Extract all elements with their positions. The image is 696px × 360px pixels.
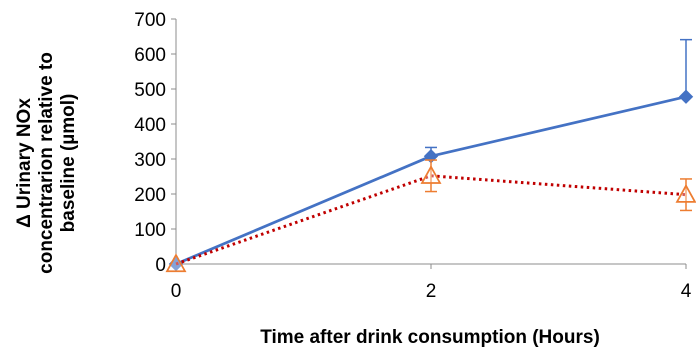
y-tick-label: 0 — [155, 255, 166, 276]
series-1-point — [678, 89, 694, 104]
y-axis-title-line-2: concentrarion relative to — [36, 52, 57, 274]
x-tick-label: 0 — [171, 281, 182, 302]
y-axis-title-line-3: baseline (µmol) — [58, 94, 79, 233]
y-tick-label: 500 — [134, 80, 166, 101]
axes: 0 100 200 300 400 500 600 700 0 2 4 — [134, 10, 691, 302]
y-tick-label: 300 — [134, 150, 166, 171]
series-2-line — [175, 174, 687, 266]
x-tick-label: 4 — [681, 281, 692, 302]
y-axis-title: Δ Urinary NOx concentrarion relative to … — [14, 52, 79, 274]
series-2-point — [420, 164, 442, 184]
x-tick-label: 2 — [426, 281, 437, 302]
y-tick-label: 100 — [134, 220, 166, 241]
y-tick-label: 700 — [134, 10, 166, 31]
series-layer — [165, 38, 696, 273]
series-2-point — [675, 183, 696, 203]
series-2-point — [165, 253, 187, 273]
x-axis-title: Time after drink consumption (Hours) — [260, 327, 600, 348]
y-axis-title-line-1: Δ Urinary NOx — [14, 98, 35, 228]
y-tick-label: 400 — [134, 115, 166, 136]
y-tick-label: 600 — [134, 45, 166, 66]
y-tick-label: 200 — [134, 185, 166, 206]
